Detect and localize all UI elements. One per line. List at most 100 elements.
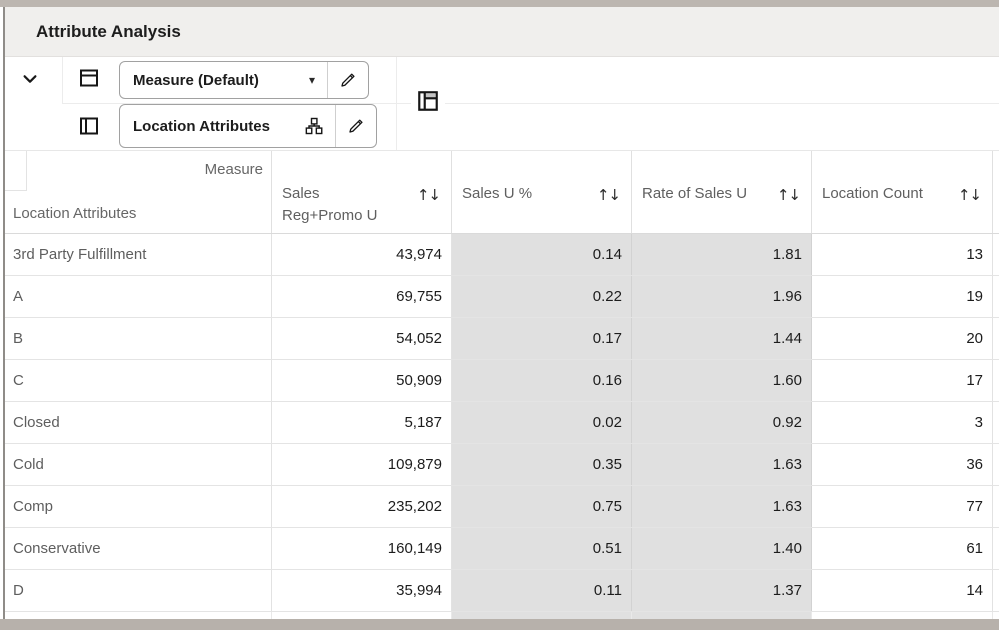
row-label-cell[interactable]: Conservative	[5, 528, 272, 569]
title-bar: Attribute Analysis	[5, 7, 999, 57]
partial-table-row	[5, 612, 999, 619]
value-cell[interactable]: 14	[812, 570, 993, 611]
value-cell[interactable]: 1.40	[632, 528, 812, 569]
value-cell[interactable]: 35,994	[272, 570, 452, 611]
value-cell[interactable]: 109,879	[272, 444, 452, 485]
value-cell[interactable]: 13	[812, 234, 993, 275]
value-cell[interactable]: 54,052	[272, 318, 452, 359]
row-label-cell[interactable]: A	[5, 276, 272, 317]
value-cell[interactable]: 0.75	[452, 486, 632, 527]
value-cell[interactable]: 235,202	[272, 486, 452, 527]
attribute-pivot-table: Measure Location Attributes Sales Reg+Pr…	[5, 150, 999, 619]
value-cell[interactable]: 17	[812, 360, 993, 401]
table-row: Conservative 160,149 0.51 1.40 61	[5, 528, 999, 570]
value-cell[interactable]: 77	[812, 486, 993, 527]
column-header-label: Sales U %	[462, 184, 533, 202]
pivot-toolbar: Measure (Default) ▾ Location Attributes	[5, 57, 999, 150]
widget-left-border	[3, 7, 5, 619]
row-label-cell[interactable]: 3rd Party Fulfillment	[5, 234, 272, 275]
value-cell[interactable]: 0.14	[452, 234, 632, 275]
page-title: Attribute Analysis	[36, 21, 181, 41]
toolbar-divider-vertical-2	[396, 57, 397, 150]
column-axis-icon	[78, 115, 100, 137]
column-header-sales-u-pct[interactable]: Sales U % ↑↓	[452, 151, 632, 233]
table-row: D 35,994 0.11 1.37 14	[5, 570, 999, 612]
toolbar-divider-horizontal	[62, 103, 999, 104]
table-row: Closed 5,187 0.02 0.92 3	[5, 402, 999, 444]
row-axis-icon	[78, 67, 100, 89]
pill-separator	[335, 105, 336, 147]
value-cell[interactable]: 0.92	[632, 402, 812, 443]
value-cell[interactable]: 1.63	[632, 444, 812, 485]
value-cell[interactable]: 69,755	[272, 276, 452, 317]
value-cell[interactable]: 61	[812, 528, 993, 569]
value-cell[interactable]: 160,149	[272, 528, 452, 569]
hierarchy-icon[interactable]	[304, 116, 324, 136]
value-cell[interactable]: 0.11	[452, 570, 632, 611]
row-label-cell[interactable]: B	[5, 318, 272, 359]
table-row: B 54,052 0.17 1.44 20	[5, 318, 999, 360]
value-cell[interactable]: 5,187	[272, 402, 452, 443]
toolbar-divider-vertical-1	[62, 57, 63, 103]
edit-location-attributes-button[interactable]	[336, 105, 376, 147]
row-label-cell[interactable]: Cold	[5, 444, 272, 485]
corner-mini-cell	[5, 151, 27, 191]
column-header-label: Rate of Sales U	[642, 184, 748, 202]
value-cell[interactable]: 1.96	[632, 276, 812, 317]
collapse-toolbar-button[interactable]	[17, 66, 43, 92]
column-header-location-count[interactable]: Location Count ↑↓	[812, 151, 993, 233]
value-cell[interactable]: 0.35	[452, 444, 632, 485]
location-dropdown-label: Location Attributes	[133, 117, 270, 135]
row-label-cell[interactable]: Closed	[5, 402, 272, 443]
top-chrome-strip	[0, 0, 999, 7]
pencil-icon	[346, 116, 366, 136]
measure-axis-label: Measure	[204, 161, 263, 178]
dropdown-caret-icon[interactable]: ▾	[308, 73, 315, 87]
value-cell[interactable]: 3	[812, 402, 993, 443]
value-cell[interactable]: 50,909	[272, 360, 452, 401]
table-row: 3rd Party Fulfillment 43,974 0.14 1.81 1…	[5, 234, 999, 276]
value-cell[interactable]: 1.60	[632, 360, 812, 401]
pivot-layout-button[interactable]	[411, 84, 445, 118]
value-cell[interactable]: 0.22	[452, 276, 632, 317]
table-row: Comp 235,202 0.75 1.63 77	[5, 486, 999, 528]
row-label-cell[interactable]: C	[5, 360, 272, 401]
pencil-icon	[338, 70, 358, 90]
table-row: Cold 109,879 0.35 1.63 36	[5, 444, 999, 486]
value-cell[interactable]: 1.44	[632, 318, 812, 359]
column-header-sales-reg-promo-u[interactable]: Sales Reg+Promo U ↑↓	[272, 151, 452, 233]
column-header-label: Sales Reg+Promo U	[282, 184, 378, 225]
sort-icon[interactable]: ↑↓	[957, 186, 982, 204]
pivot-layout-icon	[416, 89, 440, 113]
edit-measure-button[interactable]	[328, 62, 368, 98]
value-cell[interactable]: 0.51	[452, 528, 632, 569]
location-attributes-dropdown[interactable]: Location Attributes	[119, 104, 377, 148]
value-cell[interactable]: 36	[812, 444, 993, 485]
bottom-chrome-strip	[0, 619, 999, 630]
value-cell[interactable]: 43,974	[272, 234, 452, 275]
table-body: 3rd Party Fulfillment 43,974 0.14 1.81 1…	[5, 234, 999, 612]
row-label-cell[interactable]: D	[5, 570, 272, 611]
measure-dropdown-label: Measure (Default)	[133, 71, 259, 89]
value-cell[interactable]: 0.16	[452, 360, 632, 401]
column-header-label: Location Count	[822, 184, 923, 202]
row-label-cell[interactable]: Comp	[5, 486, 272, 527]
table-header-row: Measure Location Attributes Sales Reg+Pr…	[5, 151, 999, 234]
sort-icon[interactable]: ↑↓	[596, 186, 621, 204]
value-cell[interactable]: 0.02	[452, 402, 632, 443]
measure-dropdown[interactable]: Measure (Default) ▾	[119, 61, 369, 99]
value-cell[interactable]: 0.17	[452, 318, 632, 359]
value-cell[interactable]: 19	[812, 276, 993, 317]
value-cell[interactable]: 20	[812, 318, 993, 359]
pill-separator	[327, 62, 328, 98]
column-header-rate-of-sales-u[interactable]: Rate of Sales U ↑↓	[632, 151, 812, 233]
sort-icon[interactable]: ↑↓	[776, 186, 801, 204]
value-cell[interactable]: 1.37	[632, 570, 812, 611]
value-cell[interactable]: 1.81	[632, 234, 812, 275]
location-attributes-axis-label: Location Attributes	[13, 205, 137, 222]
header-corner-cell: Measure Location Attributes	[5, 151, 272, 233]
sort-icon[interactable]: ↑↓	[416, 186, 441, 204]
value-cell[interactable]: 1.63	[632, 486, 812, 527]
table-row: A 69,755 0.22 1.96 19	[5, 276, 999, 318]
